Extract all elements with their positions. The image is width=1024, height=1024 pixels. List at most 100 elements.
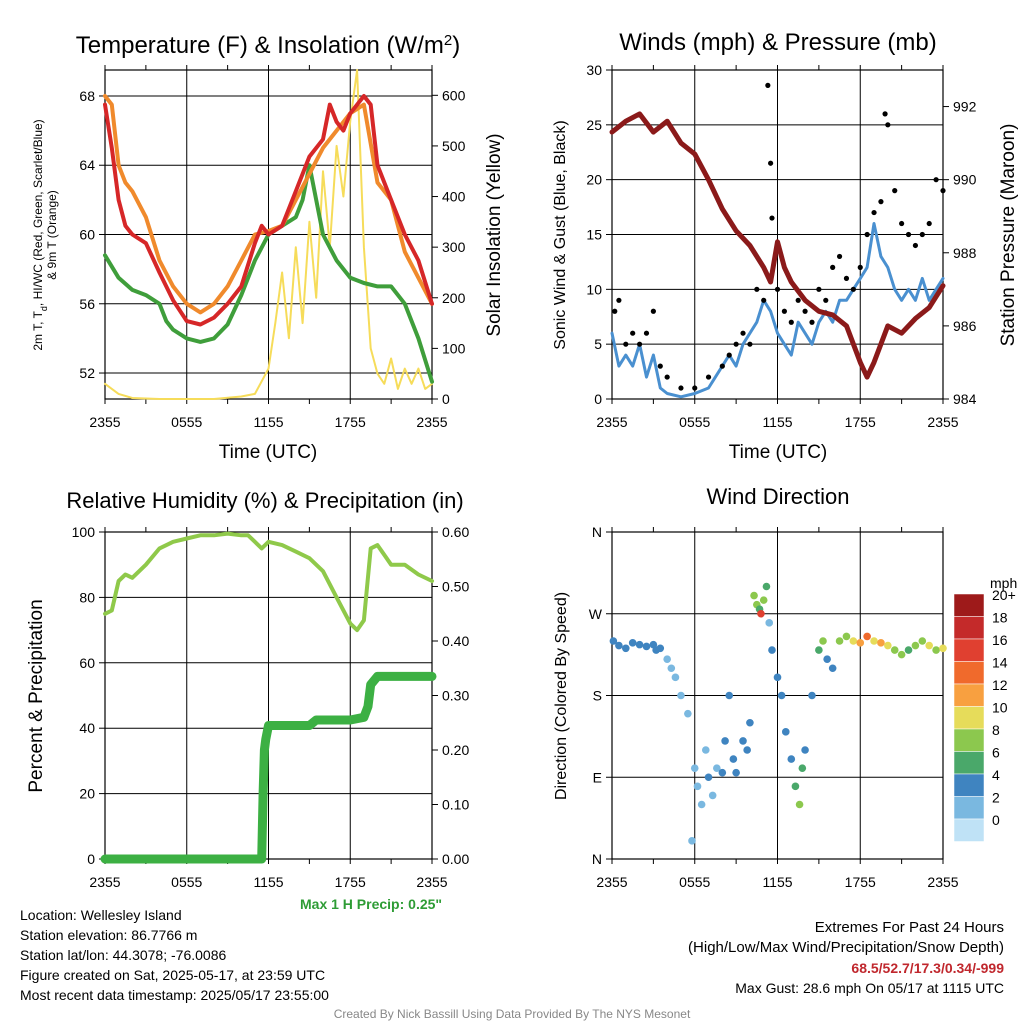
- direction-point: [762, 582, 771, 591]
- y-tick-label: E: [593, 769, 602, 785]
- direction-point: [884, 641, 892, 650]
- x-tick-label: 1155: [762, 874, 792, 890]
- x-tick-label: 2355: [596, 414, 627, 430]
- direction-point: [877, 639, 885, 647]
- y2-tick-label: 0.50: [442, 579, 469, 595]
- direction-point: [732, 768, 740, 777]
- direction-point: [746, 718, 754, 727]
- y2-tick-label: 0.00: [442, 851, 469, 867]
- y2-tick-label: 200: [442, 290, 466, 306]
- y2-tick-label: 300: [442, 239, 466, 255]
- y-tick-label: 100: [72, 524, 96, 540]
- gust-point: [940, 188, 946, 194]
- panel-title: Winds (mph) & Pressure (mb): [619, 29, 936, 56]
- legend-swatch: [953, 593, 985, 617]
- panel-title: Wind Direction: [706, 484, 849, 509]
- direction-point: [897, 650, 906, 659]
- panel-title: Temperature (F) & Insolation (W/m2): [76, 32, 460, 60]
- latlon-text: Station lat/lon: 44.3078; -76.0086: [20, 947, 227, 963]
- series-line: [103, 94, 434, 315]
- y-tick-label: 25: [586, 117, 602, 133]
- legend-swatch: [953, 661, 985, 685]
- direction-point: [863, 632, 871, 641]
- direction-point: [870, 637, 878, 645]
- y2-tick-label: 600: [442, 87, 466, 103]
- y2-tick-label: 0.40: [442, 633, 469, 649]
- direction-point: [725, 691, 734, 700]
- legend-label: 4: [992, 767, 1000, 783]
- y-tick-label: 30: [586, 62, 602, 78]
- legend-label: 6: [992, 745, 1000, 761]
- direction-point: [701, 746, 710, 754]
- direction-point: [729, 755, 738, 763]
- x-tick-label: 0555: [171, 414, 202, 430]
- gust-point: [650, 308, 656, 314]
- gust-point: [809, 319, 815, 325]
- direction-point: [677, 691, 685, 700]
- direction-point: [932, 646, 940, 654]
- max-precip-label: Max 1 H Precip: 0.25": [300, 896, 443, 912]
- direction-point: [667, 664, 676, 673]
- legend-swatch: [953, 818, 985, 842]
- legend-swatch: [953, 796, 985, 820]
- series-line: [104, 69, 433, 400]
- panel-title: Relative Humidity (%) & Precipitation (i…: [66, 488, 463, 513]
- gust-point: [616, 297, 622, 303]
- y-tick-label: 68: [79, 88, 95, 104]
- legend-label: 0: [992, 812, 1000, 828]
- direction-point: [757, 609, 765, 618]
- x-axis-label: Time (UTC): [729, 442, 828, 463]
- direction-point: [768, 646, 776, 654]
- direction-point: [671, 673, 680, 682]
- plot-frame: [611, 531, 944, 860]
- gust-point: [657, 363, 663, 369]
- direction-point: [615, 641, 623, 650]
- gust-point: [643, 330, 650, 336]
- x-tick-label: 2355: [416, 414, 447, 430]
- direction-point: [708, 791, 717, 800]
- direction-point: [795, 800, 804, 809]
- direction-point: [713, 764, 721, 772]
- gust-point: [726, 352, 732, 358]
- y-axis-label: Percent & Precipitation: [26, 599, 47, 792]
- gust-point: [774, 286, 781, 292]
- x-tick-label: 1155: [762, 414, 792, 430]
- gust-point: [719, 363, 725, 369]
- gust-point: [733, 341, 739, 347]
- gust-point: [768, 160, 774, 166]
- ylabel-part: , HI/WC (Red, Green, Scarlet/Blue): [31, 119, 45, 306]
- gust-point: [857, 264, 863, 270]
- y2-axis-label: Solar Insolation (Yellow): [484, 133, 505, 336]
- legend-swatch: [953, 773, 985, 797]
- direction-point: [759, 596, 768, 604]
- x-tick-label: 2355: [927, 874, 958, 890]
- gust-point: [747, 341, 753, 347]
- x-tick-label: 1755: [335, 414, 366, 430]
- gust-point: [850, 286, 856, 292]
- y2-tick-label: 0: [442, 391, 450, 407]
- ylabel-part: 2m T, T: [31, 310, 45, 350]
- y-tick-label: N: [592, 851, 602, 867]
- gust-point: [836, 253, 843, 260]
- legend-label: 18: [992, 610, 1008, 626]
- gust-point: [864, 231, 870, 238]
- gust-point: [933, 177, 939, 183]
- y-tick-label: 56: [79, 296, 95, 312]
- direction-point: [750, 591, 758, 600]
- direction-point: [628, 639, 637, 647]
- winds-panel: 2355 0555 1155 1755 2355 0 5 10 15 20 25 30 984 986 98…: [552, 29, 1019, 463]
- y2-tick-label: 0.30: [442, 688, 469, 704]
- direction-point: [828, 664, 837, 673]
- legend-swatch: [953, 683, 985, 707]
- y-tick-label: 20: [586, 172, 602, 188]
- y-tick-label: S: [593, 688, 602, 704]
- y-tick-label: 0: [594, 391, 602, 407]
- plot-frame: [104, 531, 433, 860]
- y2-tick-label: 986: [953, 318, 977, 334]
- gust-point: [919, 231, 925, 238]
- x-tick-label: 0555: [679, 414, 710, 430]
- direction-point: [918, 637, 927, 645]
- direction-point: [739, 737, 747, 745]
- extremes-values: 68.5/52.7/17.3/0.34/-999: [851, 960, 1004, 976]
- x-tick-label: 2355: [927, 414, 958, 430]
